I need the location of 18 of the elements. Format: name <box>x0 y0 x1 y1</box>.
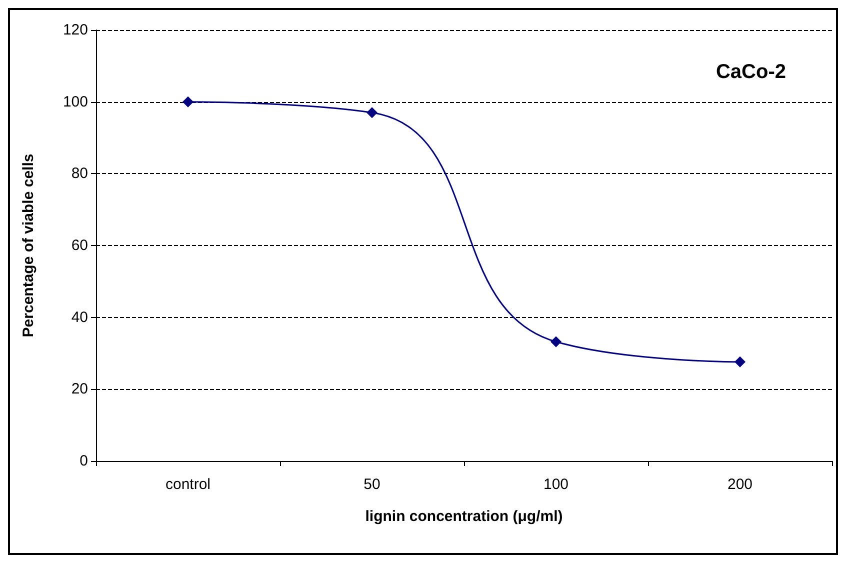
y-tick-label: 100 <box>62 93 88 110</box>
point <box>182 96 194 108</box>
y-tick-label: 40 <box>71 308 88 326</box>
y-tick-label: 0 <box>80 452 88 470</box>
x-tick-label: 100 <box>543 476 569 493</box>
x-axis-title: lignin concentration (μg/ml) <box>365 508 563 525</box>
point <box>734 356 746 368</box>
y-axis-title: Percentage of viable cells <box>20 154 37 338</box>
x-tick-label: 200 <box>727 476 753 493</box>
y-tick-label: 120 <box>62 22 88 38</box>
x-tick-label: control <box>165 476 211 493</box>
y-tick-label: 20 <box>71 380 88 398</box>
x-tick-label: 50 <box>364 476 380 493</box>
point <box>366 107 378 118</box>
annotation: CaCo-2 <box>716 61 786 83</box>
y-tick-label: 60 <box>71 237 88 254</box>
point <box>550 336 562 348</box>
y-tick-label: 80 <box>71 165 88 182</box>
